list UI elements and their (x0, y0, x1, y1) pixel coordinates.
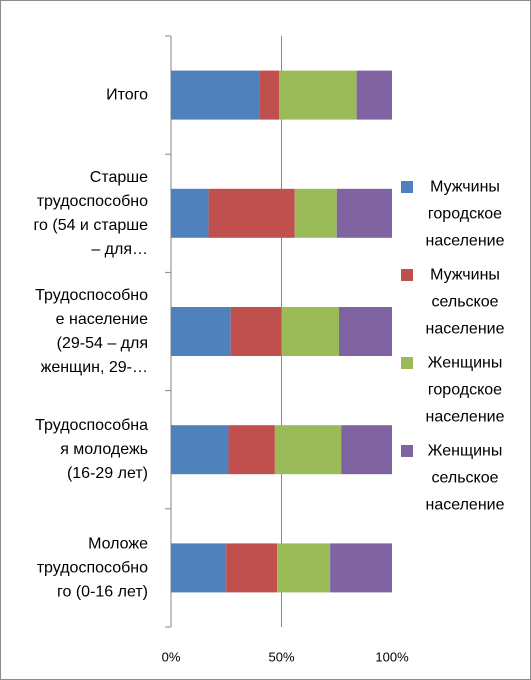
bar-segment (171, 307, 231, 356)
legend-label: Мужчины (430, 179, 500, 196)
bar-segment (171, 188, 209, 238)
legend-swatch (401, 445, 413, 457)
legend-label: Женщины (428, 355, 503, 372)
bar-segment (294, 188, 337, 238)
legend-label: городское (428, 206, 502, 223)
legend-swatch (401, 269, 413, 281)
legend-label: сельское (431, 294, 498, 311)
category-label: го (54 и старше (34, 217, 149, 234)
legend-label: Женщины (428, 443, 503, 460)
legend-label: население (425, 233, 504, 250)
bar-segment (336, 188, 392, 238)
legend-label: население (425, 497, 504, 514)
bar-segment (171, 70, 260, 120)
category-label: я молодежь (60, 441, 148, 458)
bar-segment (330, 543, 392, 593)
bar-segment (277, 543, 331, 593)
bar-segment (341, 425, 392, 475)
bar-segment (259, 70, 280, 120)
bar-segment (228, 425, 275, 475)
bar-segment (171, 543, 227, 593)
legend-label: Мужчины (430, 267, 500, 284)
category-label: Итого (106, 87, 148, 104)
category-label: Трудоспособна (35, 417, 148, 434)
bar-segment (171, 425, 229, 475)
bar-segment (208, 188, 295, 238)
bar-segment (230, 307, 282, 356)
x-tick-label: 50% (268, 650, 294, 665)
legend-label: сельское (431, 470, 498, 487)
legend-label: население (425, 321, 504, 338)
category-label: трудоспособно (37, 193, 148, 210)
bar-segment (338, 307, 392, 356)
category-label: Трудоспособно (35, 287, 148, 304)
category-label: е население (56, 311, 148, 328)
category-label: (16-29 лет) (67, 465, 148, 482)
category-label: трудоспособно (37, 559, 148, 576)
legend-swatch (401, 357, 413, 369)
category-label: Моложе (88, 535, 148, 552)
category-label: (29-54 – для (57, 335, 148, 352)
legend-label: население (425, 409, 504, 426)
category-label: го (0-16 лет) (57, 583, 148, 600)
bar-segment (274, 425, 342, 475)
bar-segment (281, 307, 339, 356)
bar-segment (226, 543, 278, 593)
x-tick-label: 100% (375, 650, 409, 665)
x-tick-label: 0% (162, 650, 181, 665)
category-label: – для… (91, 241, 148, 258)
legend-label: городское (428, 382, 502, 399)
legend-swatch (401, 181, 413, 193)
bar-segment (356, 70, 392, 120)
category-label: женщин, 29-… (41, 359, 148, 376)
category-label: Старше (90, 169, 148, 186)
bar-segment (279, 70, 357, 120)
